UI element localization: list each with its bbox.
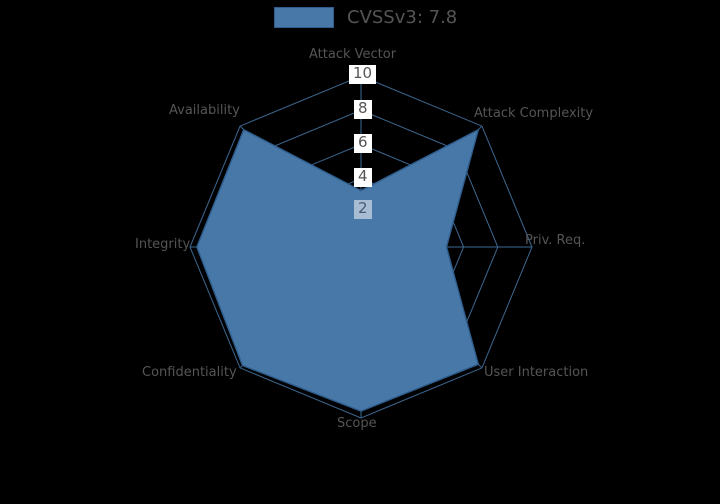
series-polygon-cvssv3 xyxy=(196,128,480,412)
legend-swatch-cvssv3 xyxy=(274,7,334,28)
axis-label-confidentiality: Confidentiality xyxy=(142,365,237,380)
axis-label-scope: Scope xyxy=(337,416,377,431)
axis-label-attack-vector: Attack Vector xyxy=(309,47,397,62)
axis-label-integrity: Integrity xyxy=(135,237,191,252)
tick-label-2: 2 xyxy=(354,200,372,219)
tick-label-6: 6 xyxy=(354,134,372,153)
legend-label-cvssv3: CVSSv3: 7.8 xyxy=(347,7,458,28)
axis-label-priv-req: Priv. Req. xyxy=(525,233,586,248)
axis-label-availability: Availability xyxy=(169,103,240,118)
tick-label-8: 8 xyxy=(354,100,372,119)
axis-label-attack-complexity: Attack Complexity xyxy=(474,106,594,121)
tick-label-10: 10 xyxy=(349,65,377,84)
legend[interactable]: CVSSv3: 7.8 xyxy=(274,7,457,28)
tick-label-4: 4 xyxy=(354,168,372,187)
axis-label-user-interaction: User Interaction xyxy=(484,365,589,380)
